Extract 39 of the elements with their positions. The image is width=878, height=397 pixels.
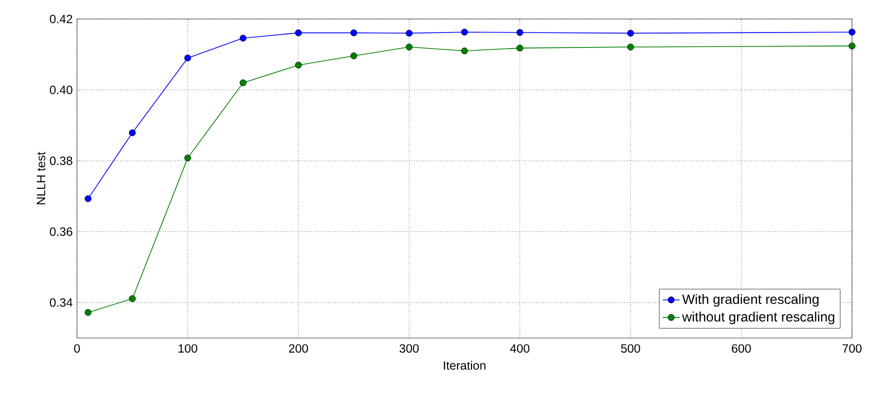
point xyxy=(84,309,92,316)
point xyxy=(406,30,413,37)
point xyxy=(406,44,413,50)
x-tick-label: 400 xyxy=(510,344,530,353)
y-tick-label: 0.38 xyxy=(50,156,72,166)
point xyxy=(184,154,192,162)
x-tick-label: 200 xyxy=(289,344,308,353)
point xyxy=(84,195,92,202)
point xyxy=(848,42,856,50)
point xyxy=(184,54,192,62)
point xyxy=(240,79,246,86)
y-tick-label: 0.40 xyxy=(50,86,72,94)
x-tick-label: 0 xyxy=(74,344,80,353)
point xyxy=(350,29,358,36)
x-tick-label: 300 xyxy=(400,344,419,353)
x-tick-label: 100 xyxy=(178,344,198,353)
point xyxy=(240,34,246,42)
point xyxy=(516,44,524,52)
point xyxy=(295,29,302,36)
x-tick-label: 500 xyxy=(621,344,640,353)
y-tick-label: 0.34 xyxy=(50,298,72,307)
point xyxy=(128,295,136,302)
point xyxy=(627,30,634,37)
point xyxy=(350,52,358,60)
legend-label: With gradient rescaling xyxy=(682,294,819,307)
x-tick-label: 700 xyxy=(842,344,862,353)
y-tick-label: 0.36 xyxy=(50,227,72,236)
point xyxy=(516,29,524,36)
x-tick-label: 600 xyxy=(732,344,751,353)
point xyxy=(128,129,136,136)
point xyxy=(461,48,468,54)
point xyxy=(848,28,856,36)
point xyxy=(627,44,634,50)
point xyxy=(461,28,468,36)
y-axis-title: NLLH test xyxy=(36,152,46,204)
legend-label: without gradient rescaling xyxy=(682,312,834,324)
y-tick-label: 0.42 xyxy=(50,14,72,24)
point xyxy=(295,62,302,68)
x-axis-title: Iteration xyxy=(444,360,486,370)
